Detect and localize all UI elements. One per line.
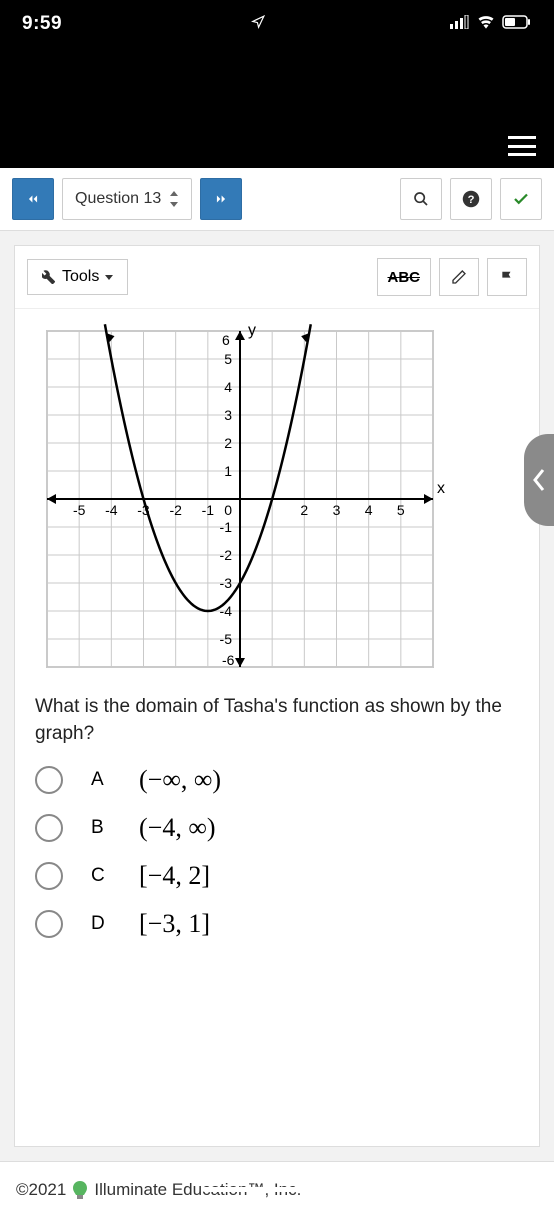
svg-text:1: 1 — [224, 463, 232, 479]
svg-text:4: 4 — [365, 502, 373, 518]
flag-icon — [500, 269, 514, 285]
status-time: 9:59 — [22, 13, 62, 35]
status-icons — [450, 15, 532, 34]
svg-text:5: 5 — [397, 502, 405, 518]
question-label: Question 13 — [75, 190, 161, 208]
svg-text:6: 6 — [222, 332, 230, 348]
options-list: A (−∞, ∞) B (−4, ∞) C [−4, 2] D [−3, 1] — [15, 757, 539, 965]
svg-text:0: 0 — [224, 502, 232, 518]
question-toolbar: Question 13 ? — [0, 168, 554, 231]
help-button[interactable]: ? — [450, 178, 492, 220]
next-button[interactable] — [200, 178, 242, 220]
svg-text:2: 2 — [300, 502, 308, 518]
tools-label: Tools — [62, 268, 99, 286]
home-indicator[interactable] — [202, 1187, 352, 1192]
function-graph: -5-4-3-2-12345-5-4-3-2-1123450xy6-6 — [35, 319, 445, 679]
svg-text:y: y — [248, 322, 256, 339]
radio-b[interactable] — [35, 814, 63, 842]
submit-button[interactable] — [500, 178, 542, 220]
question-text: What is the domain of Tasha's function a… — [15, 684, 539, 757]
edit-button[interactable] — [439, 258, 479, 296]
option-letter: D — [91, 913, 111, 935]
svg-text:-2: -2 — [169, 502, 182, 518]
nav-bar — [0, 48, 554, 168]
option-math: [−4, 2] — [139, 861, 210, 891]
edit-icon — [451, 269, 467, 285]
radio-d[interactable] — [35, 910, 63, 938]
svg-text:3: 3 — [333, 502, 341, 518]
option-c: C [−4, 2] — [35, 861, 519, 891]
location-icon — [251, 15, 265, 34]
option-letter: A — [91, 769, 111, 791]
svg-text:-5: -5 — [73, 502, 86, 518]
side-drawer-tab[interactable] — [524, 434, 554, 526]
question-selector[interactable]: Question 13 — [62, 178, 192, 220]
svg-text:-1: -1 — [220, 519, 233, 535]
svg-text:4: 4 — [224, 379, 232, 395]
option-math: (−∞, ∞) — [139, 765, 221, 795]
graph-container: -5-4-3-2-12345-5-4-3-2-1123450xy6-6 — [15, 309, 539, 684]
help-icon: ? — [462, 190, 480, 208]
menu-icon[interactable] — [508, 136, 536, 156]
option-d: D [−3, 1] — [35, 909, 519, 939]
option-letter: B — [91, 817, 111, 839]
svg-text:x: x — [437, 480, 445, 497]
search-icon — [413, 191, 429, 207]
updown-icon — [169, 191, 179, 207]
content-area: Tools ABC -5-4-3-2-12345-5-4-3-2-1123450… — [0, 231, 554, 1161]
option-a: A (−∞, ∞) — [35, 765, 519, 795]
svg-text:-1: -1 — [202, 502, 215, 518]
question-card: Tools ABC -5-4-3-2-12345-5-4-3-2-1123450… — [14, 245, 540, 1147]
svg-text:-3: -3 — [220, 575, 233, 591]
radio-c[interactable] — [35, 862, 63, 890]
card-toolbar: Tools ABC — [15, 246, 539, 309]
svg-text:-2: -2 — [220, 547, 233, 563]
svg-text:-6: -6 — [222, 652, 235, 668]
svg-text:5: 5 — [224, 351, 232, 367]
prev-button[interactable] — [12, 178, 54, 220]
illuminate-icon — [72, 1180, 88, 1200]
wifi-icon — [476, 15, 496, 34]
option-letter: C — [91, 865, 111, 887]
svg-text:3: 3 — [224, 407, 232, 423]
option-b: B (−4, ∞) — [35, 813, 519, 843]
abc-button[interactable]: ABC — [377, 258, 432, 296]
status-bar: 9:59 — [0, 0, 554, 48]
option-math: (−4, ∞) — [139, 813, 216, 843]
option-math: [−3, 1] — [139, 909, 210, 939]
signal-icon — [450, 15, 470, 34]
svg-text:2: 2 — [224, 435, 232, 451]
tools-dropdown[interactable]: Tools — [27, 259, 128, 295]
radio-a[interactable] — [35, 766, 63, 794]
svg-text:?: ? — [468, 194, 475, 206]
copyright-year: ©2021 — [16, 1180, 66, 1200]
svg-text:-5: -5 — [220, 631, 233, 647]
chevron-left-icon — [532, 468, 546, 492]
svg-text:-4: -4 — [105, 502, 118, 518]
caret-down-icon — [105, 275, 113, 280]
check-icon — [512, 190, 530, 208]
flag-button[interactable] — [487, 258, 527, 296]
battery-icon — [502, 15, 532, 34]
tools-icon — [42, 270, 56, 284]
search-button[interactable] — [400, 178, 442, 220]
